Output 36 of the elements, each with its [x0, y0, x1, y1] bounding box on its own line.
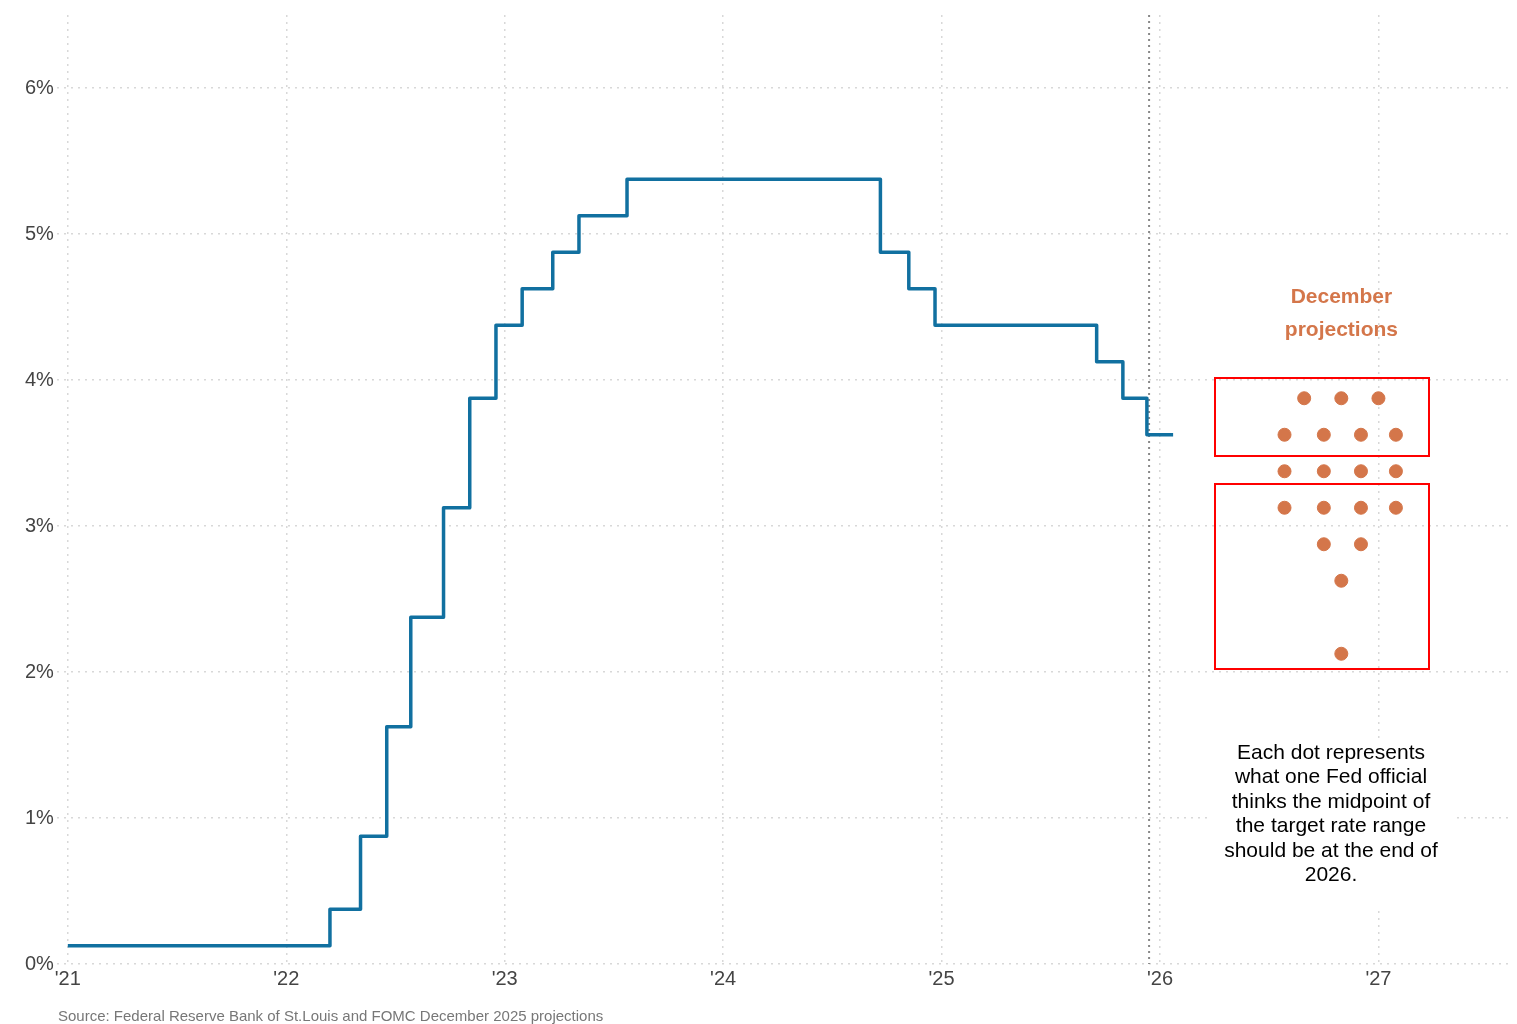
- point: [1334, 646, 1349, 661]
- y-tick-label: 3%: [25, 513, 55, 536]
- y-tick-label: 4%: [25, 367, 55, 390]
- point: [1316, 500, 1331, 515]
- x-tick-label: '23: [491, 966, 518, 989]
- point: [1353, 500, 1368, 515]
- point: [1334, 573, 1349, 588]
- point: [1388, 500, 1403, 515]
- point: [1388, 464, 1403, 479]
- x-tick-label: '25: [928, 966, 955, 989]
- text: December projections: [1284, 284, 1399, 341]
- x-tick-label: '21: [54, 966, 81, 989]
- x-tick-label: '24: [710, 966, 737, 989]
- x-tick-label: '22: [273, 966, 300, 989]
- point: [1316, 537, 1331, 552]
- point: [1277, 500, 1292, 515]
- y-tick-label: 0%: [25, 951, 55, 974]
- y-tick-label: 1%: [25, 805, 55, 828]
- point: [1353, 537, 1368, 552]
- point: [1297, 391, 1312, 406]
- point: [1334, 391, 1349, 406]
- y-tick-label: 5%: [25, 221, 55, 244]
- y-tick-label: 2%: [25, 659, 55, 682]
- y-tick-label: 6%: [25, 75, 55, 98]
- point: [1316, 464, 1331, 479]
- point: [1277, 464, 1292, 479]
- point: [1353, 464, 1368, 479]
- point: [1388, 427, 1403, 442]
- x-tick-label: '26: [1146, 966, 1174, 989]
- point: [1316, 427, 1331, 442]
- point: [1277, 427, 1292, 442]
- point: [1371, 391, 1386, 406]
- annotation: Each dot represents what one Fed official thinks the midpoint of the target rate range should be at the end of 2026.: [1224, 739, 1438, 886]
- x-tick-label: '27: [1365, 966, 1392, 989]
- source-note: Source: Federal Reserve Bank of St.Louis and FOMC December 2025 projections: [58, 1007, 604, 1024]
- point: [1353, 427, 1368, 442]
